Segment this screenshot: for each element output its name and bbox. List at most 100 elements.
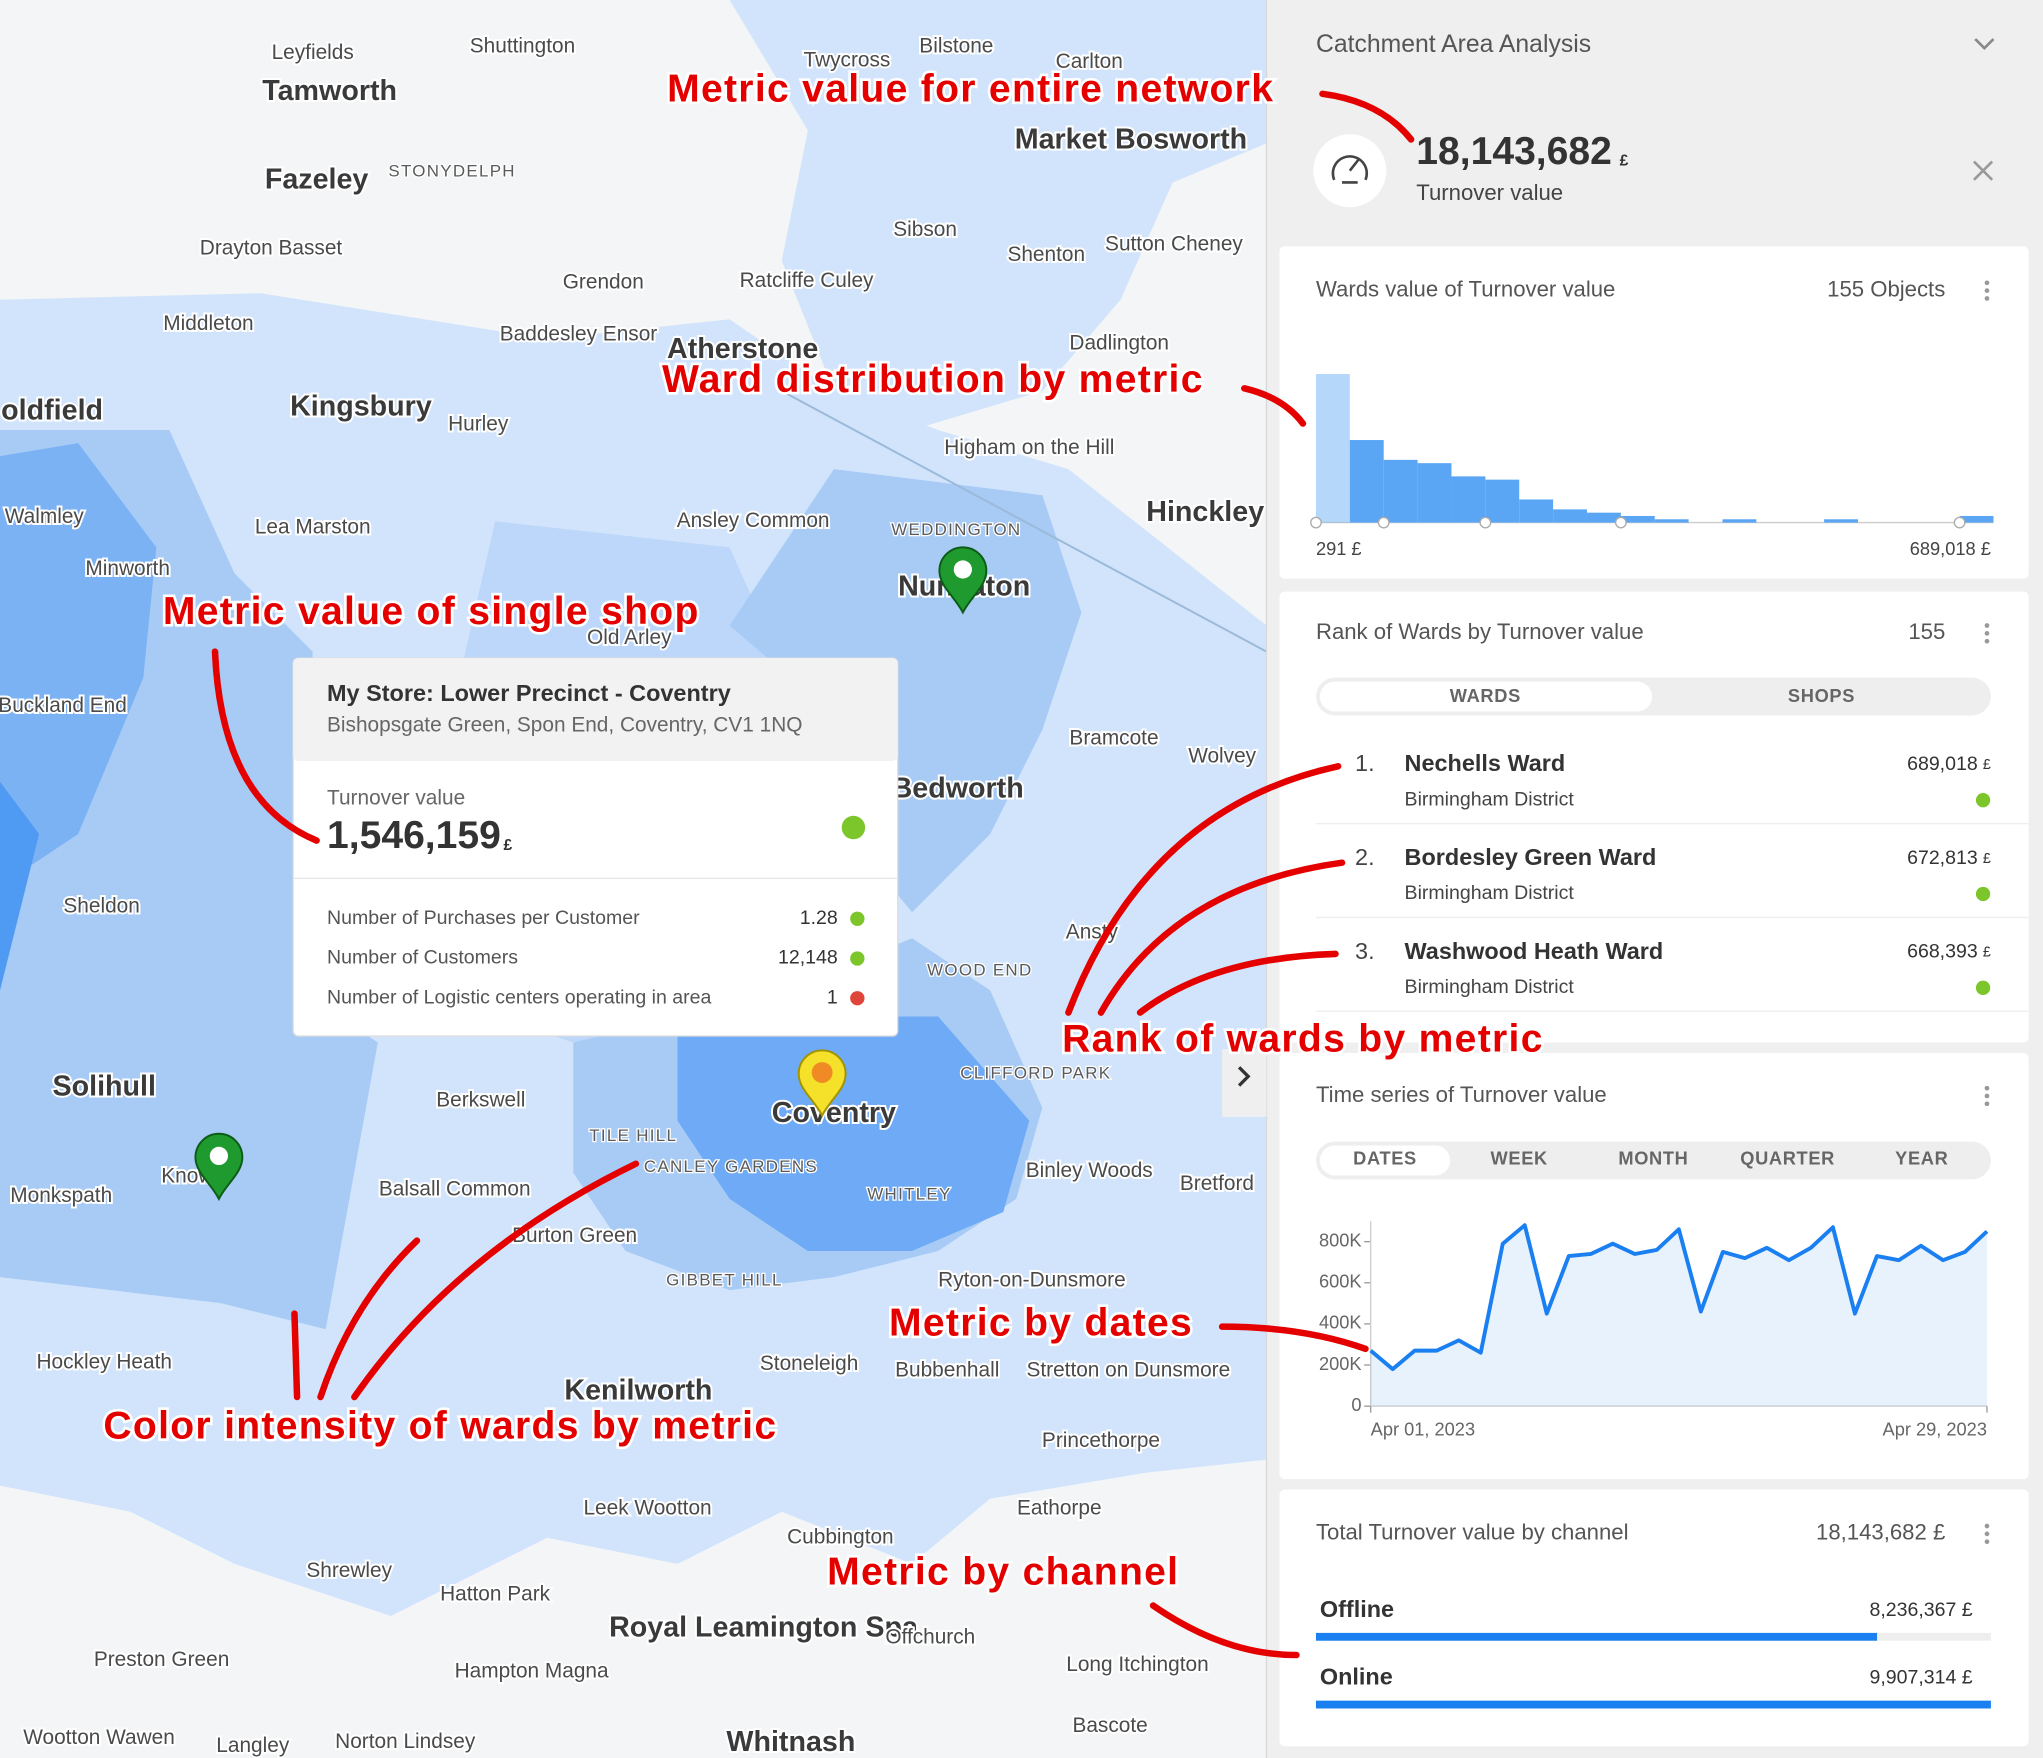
place-label: Bretford xyxy=(1180,1172,1254,1195)
y-tick-label: 0 xyxy=(1351,1394,1361,1415)
annotation-arrow xyxy=(291,1310,301,1401)
annotation-arrow xyxy=(1097,859,1346,1016)
time-series-chart: 0 200K 400K 600K 800K Apr 01, 2023 Apr 29, 202… xyxy=(1319,1221,1989,1440)
place-label: Bilstone xyxy=(919,34,993,57)
annotation-arrow xyxy=(1241,385,1307,427)
place-label: Burton Green xyxy=(512,1224,637,1247)
place-label: Hockley Heath xyxy=(37,1351,172,1374)
rank-list: 1. Nechells Ward Birmingham District 689,01… xyxy=(1315,750,2029,1012)
tab[interactable]: WARDS xyxy=(1450,685,1521,706)
hist-bar xyxy=(1722,519,1757,523)
place-label: Atherstone xyxy=(667,333,818,365)
place-label: Coventry xyxy=(772,1097,896,1129)
place-label: Bubbenhall xyxy=(895,1358,999,1381)
pin-dot xyxy=(811,1062,833,1083)
y-tick-label: 800K xyxy=(1319,1229,1362,1250)
tab[interactable]: WEEK xyxy=(1491,1148,1548,1169)
place-label: Sutton Cheney xyxy=(1105,232,1243,255)
x-tick-label: Apr 29, 2023 xyxy=(1883,1419,1987,1440)
place-label: WEDDINGTON xyxy=(891,520,1021,539)
popup-title: My Store: Lower Precinct - Coventry xyxy=(327,680,731,706)
menu-button[interactable] xyxy=(1984,1523,1990,1545)
place-label: Market Bosworth xyxy=(1015,123,1247,155)
hist-bar xyxy=(1315,374,1350,523)
pin[interactable] xyxy=(194,1132,244,1202)
pin-shape xyxy=(797,1049,847,1118)
card-count: 155 Objects xyxy=(1827,276,1945,301)
hist-bar xyxy=(1959,515,1994,523)
tab[interactable]: QUARTER xyxy=(1740,1148,1835,1169)
place-label: Grendon xyxy=(563,270,644,293)
hist-handle xyxy=(1614,516,1627,529)
pin[interactable] xyxy=(938,546,988,615)
pin-dot xyxy=(953,560,972,579)
ward xyxy=(0,781,40,991)
ward-name: Washwood Heath Ward xyxy=(1405,938,1664,964)
channel-bars: Offline 8,236,367 £ Online 9,907,314 £ xyxy=(1315,1596,1991,1709)
status-dot xyxy=(850,951,865,966)
place-label: Shrewley xyxy=(306,1559,392,1582)
place-label: Offchurch xyxy=(885,1626,975,1649)
y-tick-label: 200K xyxy=(1319,1353,1362,1374)
pin-selected[interactable] xyxy=(797,1049,847,1118)
row-label: Number of Purchases per Customer xyxy=(327,907,640,929)
tab-active xyxy=(1319,681,1653,712)
place-label: Sheldon xyxy=(63,895,139,918)
place-label: WHITLEY xyxy=(867,1184,951,1203)
menu-button[interactable] xyxy=(1984,280,1990,301)
place-label: Ratcliffe Culey xyxy=(740,269,874,292)
pin-shape xyxy=(938,546,988,615)
place-label: Hampton Magna xyxy=(455,1659,609,1682)
rank-number: 1. xyxy=(1355,750,1375,776)
panel-title: Catchment Area Analysis xyxy=(1316,31,1591,58)
collapse-chevron[interactable] xyxy=(1974,38,1995,51)
annotation-arrow xyxy=(1218,1323,1369,1353)
hist-bar xyxy=(1383,459,1418,523)
map-labels: Leyfields Shuttington Twycross Bilstone Carl… xyxy=(0,32,1266,1758)
place-label: Stretton on Dunsmore xyxy=(1026,1358,1230,1381)
place-label: Shuttington xyxy=(470,34,575,57)
annotations: Metric value for entire network Ward dis… xyxy=(101,65,1545,1659)
collapse-icon xyxy=(1237,1066,1251,1087)
value: 668,393 xyxy=(1907,941,1978,963)
tab[interactable]: YEAR xyxy=(1895,1148,1948,1169)
tab[interactable]: DATES xyxy=(1353,1148,1417,1169)
place-label: Buckland End xyxy=(0,694,127,717)
ward xyxy=(677,1016,1030,1252)
collapse-button[interactable] xyxy=(1222,1049,1267,1117)
unit: £ xyxy=(1983,851,1991,867)
hist-bar xyxy=(1519,499,1554,523)
tabs: DATES WEEK MONTH QUARTER YEAR xyxy=(1353,1148,1948,1169)
x-tick-label: Apr 01, 2023 xyxy=(1371,1419,1475,1440)
map[interactable]: Leyfields Shuttington Twycross Bilstone Carl… xyxy=(0,0,1267,1758)
menu-button[interactable] xyxy=(1984,1085,1990,1107)
annotation-arrow xyxy=(1136,950,1339,1016)
close-button[interactable] xyxy=(1973,160,1994,181)
place-label: Lea Marston xyxy=(255,515,371,538)
annotation-arrow xyxy=(1149,1602,1300,1659)
hist-handle xyxy=(1953,516,1966,529)
place-label: Royal Leamington Spa xyxy=(609,1612,919,1644)
tab[interactable]: MONTH xyxy=(1618,1148,1688,1169)
card-title: Wards value of Turnover value xyxy=(1316,276,1615,301)
tab[interactable]: SHOPS xyxy=(1788,685,1855,706)
channel-name: Online xyxy=(1320,1664,1393,1690)
hist-bar xyxy=(1620,515,1655,523)
card-title: Rank of Wards by Turnover value xyxy=(1316,619,1644,644)
channel-value: 8,236,367 £ xyxy=(1869,1599,1972,1621)
place-label: CANLEY GARDENS xyxy=(644,1157,818,1176)
annotation-arrow xyxy=(317,1237,421,1401)
place-label: WOOD END xyxy=(927,960,1032,979)
value: 689,018 xyxy=(1907,753,1978,775)
place-label: Binley Woods xyxy=(1026,1159,1153,1182)
place-label: Bramcote xyxy=(1069,726,1158,749)
popup-metric-label: Turnover value xyxy=(327,786,465,809)
card xyxy=(1279,1489,2029,1747)
hist-bar xyxy=(1485,479,1520,523)
place-label: Langley xyxy=(216,1734,290,1757)
place-label: Higham on the Hill xyxy=(944,436,1114,459)
popup-metric-value: 1,546,159 £ xyxy=(327,814,512,857)
menu-button[interactable] xyxy=(1984,623,1990,644)
